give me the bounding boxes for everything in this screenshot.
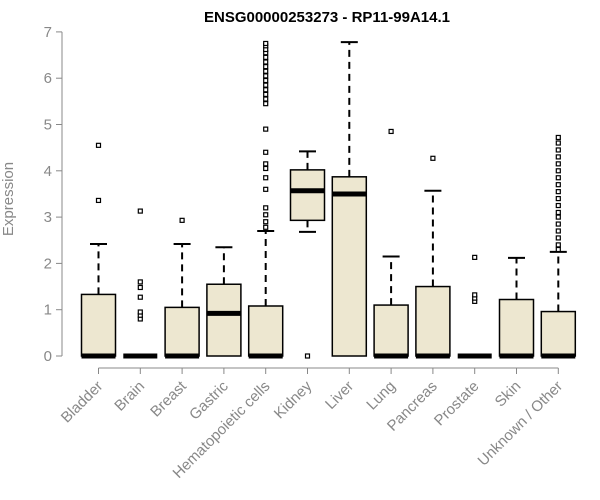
outlier-point [263,54,269,60]
x-tick-label: Liver [322,378,357,413]
outlier-point [555,246,561,253]
outlier-point [388,128,394,135]
outlier-point [555,134,561,141]
outlier-point [137,208,143,214]
outlier-point [263,186,269,192]
outlier-point [263,161,269,167]
outlier-point [263,59,269,65]
box-body [540,310,577,357]
y-tick-label: 1 [44,302,52,319]
outlier-point [263,175,269,181]
outlier-point [555,202,561,209]
outlier-point [263,82,269,88]
box-body [373,304,409,357]
outlier-point [263,68,269,74]
outlier-point [555,175,561,181]
box-unknown-other [540,134,577,359]
outlier-point [555,161,561,167]
outlier-point [555,168,561,174]
box-prostate [457,254,492,359]
outlier-point [263,64,269,70]
box-body [206,283,242,357]
y-tick-label: 5 [44,117,52,134]
y-tick-label: 6 [44,70,52,87]
outlier-point [263,87,269,93]
y-axis-label: Expression [0,162,17,236]
outlier-point [263,73,269,79]
box-body [415,285,451,357]
box-body [247,305,284,357]
outlier-point [95,142,102,148]
outlier-point [555,140,561,146]
box-brain [123,208,158,359]
outlier-point [555,214,561,220]
box-lung [373,128,409,359]
y-tick-label: 3 [44,209,52,226]
outlier-point [555,228,561,234]
outlier-point [137,294,143,300]
chart-title: ENSG00000253273 - RP11-99A14.1 [204,9,450,26]
outlier-point [263,219,269,225]
outlier-point [263,165,269,172]
box-hematopoietic-cells [247,40,284,359]
outlier-point [263,205,269,211]
box-body [498,298,535,357]
outlier-point [555,242,561,248]
box-bladder [80,142,117,359]
outlier-point [472,254,478,260]
outlier-point [263,212,269,218]
outlier-point [555,189,561,195]
x-tick-label: Skin [492,378,525,411]
axes: 0 1 2 3 4 5 6 7 [44,24,559,374]
outlier-point [263,40,269,47]
outlier-point [179,217,185,223]
outlier-point [555,209,561,216]
y-tick-label: 4 [44,163,52,180]
outlier-point [472,292,478,298]
outlier-point [555,221,561,227]
outlier-point [555,182,561,188]
outlier-point [263,91,269,98]
x-tick-label: Lung [363,378,399,414]
y-tick-label: 0 [44,348,52,365]
box-liver [331,41,368,357]
outlier-point [555,154,561,160]
x-tick-label: Kidney [271,377,316,422]
box-pancreas [415,155,451,359]
outlier-point [137,279,143,285]
outlier-point [430,155,436,161]
box-body [289,169,326,222]
box-body [331,176,368,357]
outlier-point [304,353,311,359]
outlier-point [555,195,561,202]
outlier-point [263,149,269,155]
x-tick-label: Prostate [431,378,483,430]
y-tick-label: 2 [44,255,52,272]
box-body [164,306,200,357]
outlier-point [263,101,269,107]
box-skin [498,256,535,359]
outlier-point [137,284,143,291]
boxes-group [80,40,577,359]
outlier-point [263,77,269,84]
outlier-point [555,235,561,241]
box-breast [164,217,200,359]
outlier-point [263,224,269,230]
outlier-point [137,309,143,315]
box-gastric [206,246,242,357]
x-tick-label: Bladder [58,378,107,427]
outlier-point [555,147,561,153]
outlier-point [95,197,102,204]
x-tick-label: Breast [147,377,190,420]
box-kidney [289,150,326,359]
x-tick-label: Brain [111,378,148,415]
outlier-point [263,126,269,132]
outlier-point [263,96,269,102]
box-body [80,293,117,357]
y-tick-label: 7 [44,24,52,41]
